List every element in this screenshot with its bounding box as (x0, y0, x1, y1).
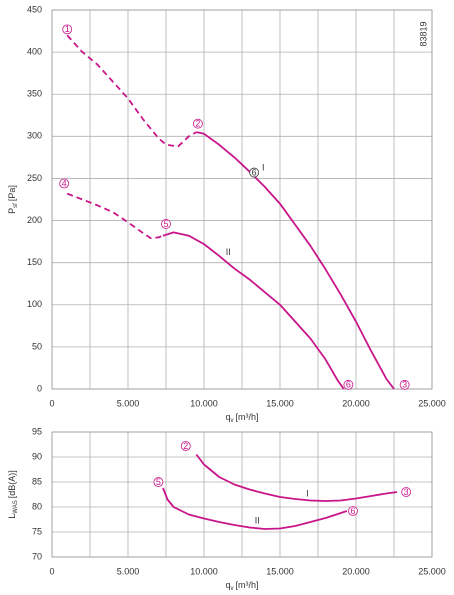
x-axis-label-unit: [m³/h] (236, 412, 259, 422)
x-axis-label-sub: v (231, 418, 234, 424)
x-axis-label: qv [m³/h] (225, 412, 258, 423)
x-axis-label: qv [m³/h] (225, 580, 258, 591)
point-number: 4 (62, 178, 67, 188)
x-axis-label-main: q (225, 580, 230, 590)
curve (196, 131, 395, 390)
point-marker (348, 506, 358, 516)
x-tick-label: 20.000 (342, 566, 370, 576)
point-number: 3 (402, 380, 407, 390)
point-marker (59, 178, 70, 189)
point-number: 2 (183, 441, 188, 451)
point-marker (62, 24, 73, 35)
x-tick-label: 25.000 (418, 398, 446, 408)
point-marker (193, 118, 203, 129)
y-tick-label: 400 (27, 46, 42, 56)
point-number: 1 (65, 24, 70, 34)
point-number: 5 (163, 219, 168, 229)
point-number: 2 (195, 119, 200, 129)
point-number: 6 (350, 506, 355, 516)
y-axis-label-unit: [dB(A)] (7, 470, 17, 498)
x-axis-label-sub: v (231, 586, 234, 592)
y-tick-label: 0 (37, 383, 42, 393)
y-axis-label-unit: [Pa] (7, 185, 17, 201)
point-number: 6 (346, 380, 351, 390)
y-tick-label: 250 (27, 173, 42, 183)
x-tick-label: 0 (49, 398, 54, 408)
y-tick-label: 200 (27, 215, 42, 225)
point-number: 5 (156, 477, 161, 487)
curve (66, 34, 197, 148)
x-tick-label: 10.000 (190, 398, 218, 408)
y-axis-label-main: P (7, 208, 17, 214)
x-axis-label-main: q (225, 412, 230, 422)
curve (162, 487, 348, 530)
plot-frame (51, 431, 433, 558)
y-axis-label-main: L (7, 514, 17, 519)
y-tick-label: 100 (27, 299, 42, 309)
curve-label: II (255, 515, 260, 525)
drawing-number: 83819 (418, 21, 428, 46)
x-tick-label: 20.000 (342, 398, 370, 408)
y-tick-label: 450 (27, 4, 42, 14)
point-marker (161, 219, 171, 229)
point-marker (153, 477, 164, 487)
x-tick-label: 10.000 (190, 566, 218, 576)
curve-label: I (262, 163, 265, 173)
x-tick-label: 5.000 (117, 398, 140, 408)
point-marker (249, 167, 260, 178)
x-tick-label: 5.000 (117, 566, 140, 576)
y-tick-label: 95 (32, 426, 42, 436)
y-tick-label: 80 (32, 501, 42, 511)
y-axis-label: Psf [Pa] (7, 185, 18, 214)
x-tick-label: 25.000 (418, 566, 446, 576)
plot-frame (51, 9, 433, 390)
point-marker (399, 379, 410, 390)
point-marker (180, 441, 191, 451)
y-tick-label: 85 (32, 476, 42, 486)
y-axis-label-sub: WAS (13, 500, 19, 513)
curve-label: I (306, 488, 309, 498)
x-axis-label-unit: [m³/h] (236, 580, 259, 590)
y-tick-label: 50 (32, 341, 42, 351)
curve-label: II (226, 247, 231, 257)
y-tick-label: 70 (32, 551, 42, 561)
x-tick-label: 15.000 (266, 398, 294, 408)
y-tick-label: 300 (27, 131, 42, 141)
point-marker (401, 487, 412, 497)
y-tick-label: 150 (27, 257, 42, 267)
curve (195, 453, 398, 502)
point-number: 3 (404, 487, 409, 497)
curve (162, 231, 345, 390)
y-tick-label: 90 (32, 451, 42, 461)
y-axis-label: LWAS [dB(A)] (7, 470, 18, 518)
point-marker (343, 379, 354, 390)
x-tick-label: 0 (49, 566, 54, 576)
curve (66, 192, 164, 240)
y-tick-label: 75 (32, 526, 42, 536)
y-tick-label: 350 (27, 89, 42, 99)
y-axis-label-sub: sf (13, 203, 19, 208)
x-tick-label: 15.000 (266, 566, 294, 576)
point-number: 6 (252, 167, 257, 177)
